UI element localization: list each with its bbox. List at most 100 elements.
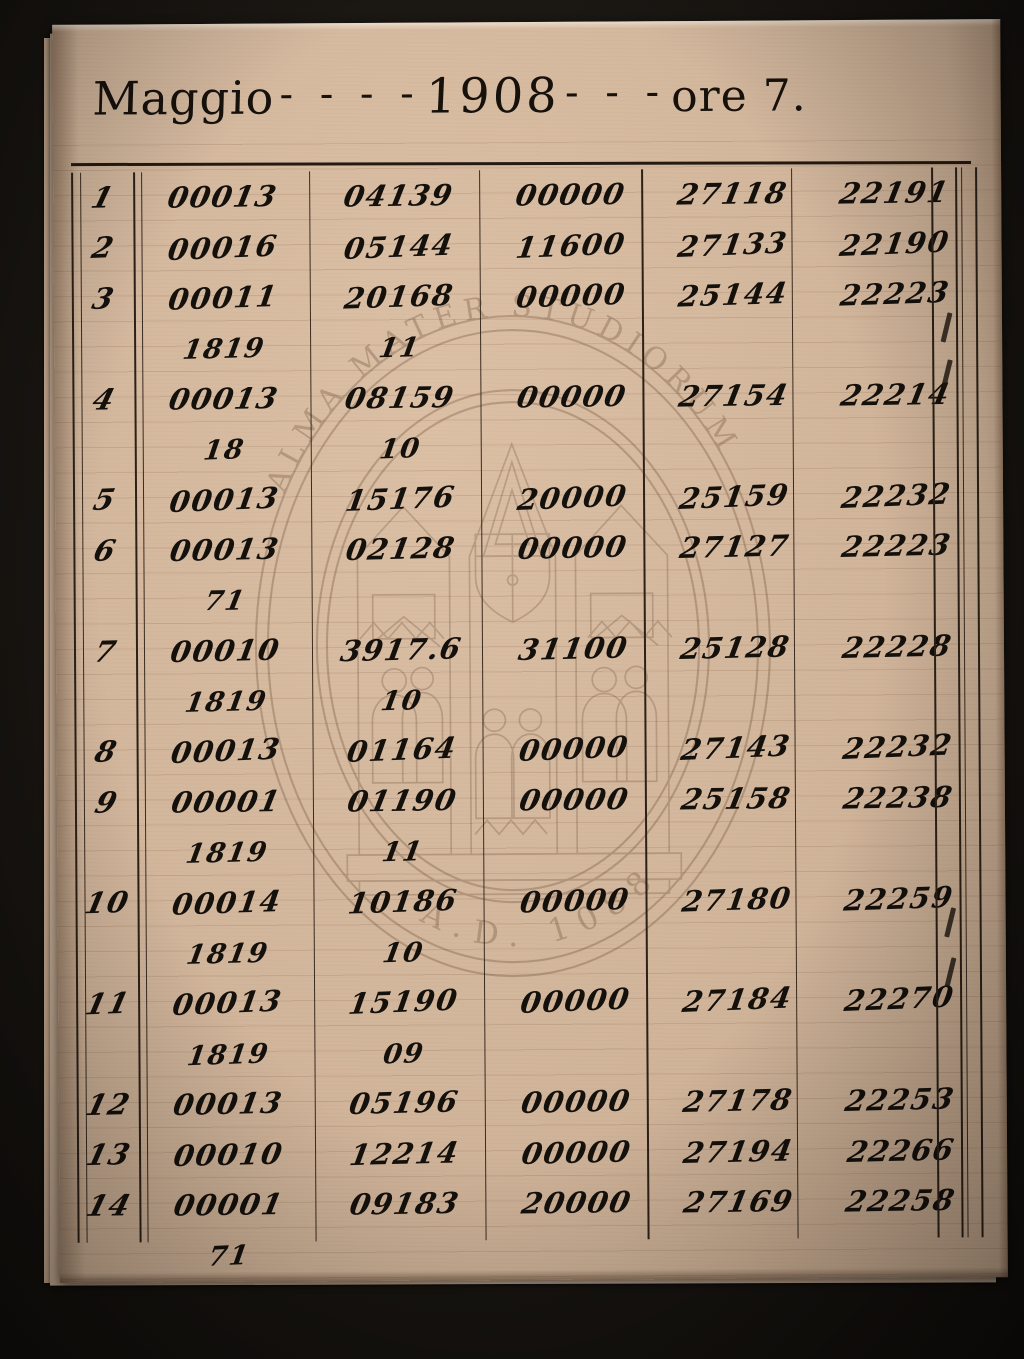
cell-c1: 1819 — [140, 927, 315, 978]
header-month: Maggio — [91, 70, 276, 126]
cell-c3: 00000 — [487, 270, 656, 321]
cell-c2: 05144 — [310, 221, 487, 272]
cell-c1: 00010 — [138, 625, 313, 676]
cell-c4 — [660, 924, 816, 975]
table-row: 7 00010 3917.6 31100 25128 22228 — [74, 621, 982, 677]
page-edge-right — [991, 19, 1008, 1278]
handwritten-value: 00000 — [518, 981, 634, 1021]
cell-c1: 00013 — [135, 171, 310, 222]
handwritten-value: 27127 — [677, 528, 793, 565]
cell-c2: 09 — [315, 1027, 492, 1078]
cell-c1: 00016 — [136, 222, 311, 273]
cell-c3 — [492, 1026, 661, 1077]
cell-c2: 10 — [313, 674, 490, 725]
handwritten-value: 27194 — [681, 1133, 797, 1170]
handwritten-value: 3 — [89, 281, 119, 316]
handwritten-value: 3917.6 — [337, 631, 465, 668]
cell-c1: 1819 — [139, 826, 314, 877]
cell-c4: 25144 — [656, 269, 812, 320]
sliver-rule-mid — [961, 167, 969, 1238]
handwritten-value: 27169 — [681, 1183, 798, 1220]
handwritten-value: 00000 — [514, 276, 629, 315]
cell-c3: 00000 — [491, 875, 660, 926]
handwritten-value: 00000 — [516, 781, 633, 818]
cell-c1: 00014 — [140, 877, 315, 928]
cell-c3: 00000 — [490, 724, 659, 775]
handwritten-value: 00014 — [170, 883, 285, 922]
handwritten-value: 2 — [88, 230, 119, 266]
cell-c4: 25159 — [657, 471, 813, 522]
cell-c3: 11600 — [487, 220, 656, 271]
cell-c1: 00011 — [136, 272, 311, 323]
handwritten-value: 27118 — [675, 176, 791, 212]
cell-c2: 11 — [314, 825, 491, 876]
cell-day: 12 — [75, 1079, 143, 1130]
cell-c3: 00000 — [490, 774, 659, 825]
header-dots-left: - - - - — [279, 70, 421, 118]
cell-c1: 18 — [137, 423, 312, 474]
handwritten-value: 00013 — [164, 179, 281, 215]
handwritten-value: 09 — [381, 1037, 427, 1071]
handwritten-value: 10 — [378, 685, 425, 718]
handwritten-value: 00000 — [515, 529, 631, 566]
ledger-table: 1 00013 04139 00000 27118 22191 2 00016 05144 116… — [71, 167, 986, 1273]
cell-c2: 05196 — [316, 1077, 493, 1128]
cell-c3: 20000 — [488, 472, 657, 523]
cell-c3: 00000 — [492, 1127, 661, 1178]
handwritten-value: 9 — [91, 785, 123, 820]
cell-c2: 10 — [315, 926, 492, 977]
handwritten-value: 25158 — [678, 780, 795, 817]
cell-c2: 20168 — [311, 271, 488, 322]
table-subrow: 18 10 — [73, 419, 981, 475]
cell-c2: 01190 — [314, 775, 491, 826]
title-underline-rule — [71, 161, 972, 167]
handwritten-value: 5 — [90, 482, 121, 518]
handwritten-value: 11600 — [513, 226, 629, 265]
table-row: 13 00010 12214 00000 27194 22266 — [77, 1125, 985, 1181]
cell-c3 — [489, 572, 658, 623]
table-row: 8 00013 01164 00000 27143 22232 — [74, 722, 982, 778]
handwritten-value: 00010 — [171, 1136, 287, 1173]
ledger-page: Maggio - - - - 1908 - - - ore 7. — [52, 19, 1008, 1283]
handwritten-value: 00001 — [171, 1187, 287, 1223]
cell-day: 7 — [72, 626, 140, 677]
handwritten-value: 00011 — [166, 278, 281, 317]
cell-c3 — [491, 824, 660, 875]
handwritten-value: 12 — [83, 1087, 135, 1123]
cell-c3: 00000 — [492, 975, 661, 1026]
handwritten-value: 1819 — [182, 685, 270, 719]
cell-c4: 25158 — [659, 773, 815, 824]
handwritten-value: 27184 — [680, 980, 796, 1020]
handwritten-value: 11 — [376, 332, 423, 365]
handwritten-value: 10 — [82, 885, 134, 921]
table-row: 11 00013 15190 00000 27184 22270 — [76, 973, 984, 1029]
cell-c2: 12214 — [316, 1128, 493, 1179]
handwritten-value: 05144 — [341, 227, 457, 266]
cell-c1: 00013 — [140, 978, 315, 1029]
cell-c2: 11 — [311, 321, 488, 372]
handwritten-value: 04139 — [340, 178, 457, 214]
table-row: 3 00011 20168 00000 25144 22223 — [72, 268, 980, 324]
cell-c4: 27133 — [655, 219, 811, 270]
handwritten-value: 25159 — [677, 477, 793, 516]
table-subrow: 1819 09 — [76, 1024, 984, 1080]
cell-c3 — [488, 320, 657, 371]
cell-c3: 00000 — [488, 371, 657, 422]
cell-day: 4 — [71, 374, 139, 425]
handwritten-value: 31100 — [516, 630, 632, 667]
cell-c2: 15190 — [315, 976, 492, 1027]
header-year: 1908 — [424, 67, 562, 125]
table-row: 5 00013 15176 20000 25159 22232 — [73, 470, 981, 526]
cell-c4: 27118 — [655, 168, 811, 219]
cell-c2: 3917.6 — [313, 624, 490, 675]
cell-day: 5 — [71, 475, 139, 526]
cell-c4: 27194 — [661, 1126, 817, 1177]
cell-c1: 00013 — [138, 524, 313, 575]
stray-ink-tick — [940, 359, 953, 390]
handwritten-value: 8 — [92, 734, 122, 770]
handwritten-value: 20000 — [515, 478, 631, 517]
cell-c4: 27154 — [656, 370, 812, 421]
handwritten-value: 13 — [83, 1137, 136, 1173]
cell-day: 9 — [73, 777, 141, 828]
